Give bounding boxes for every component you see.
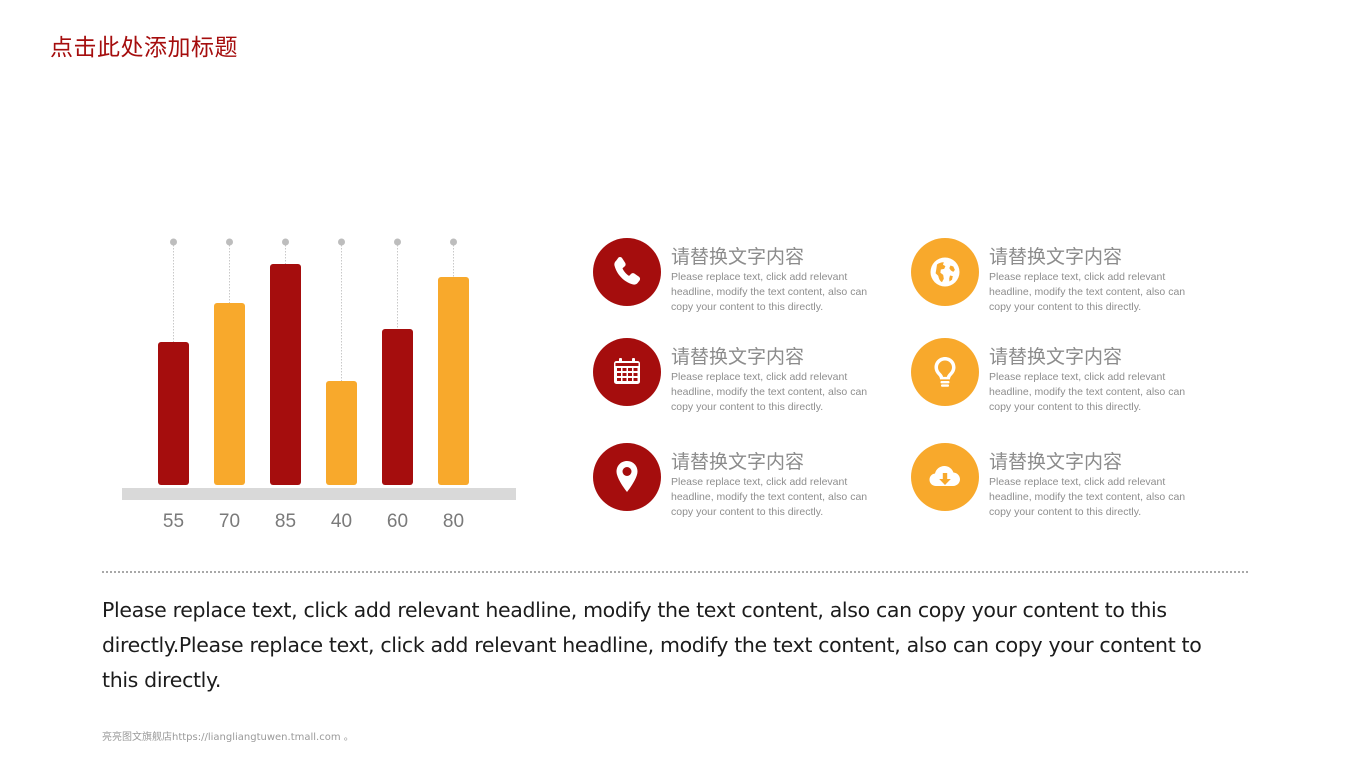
bar-40	[326, 381, 357, 485]
bar-guide-dot	[450, 238, 457, 246]
phone-icon	[614, 256, 641, 285]
bar-80	[438, 277, 469, 485]
chart-baseline	[122, 488, 516, 500]
feature-heading[interactable]: 请替换文字内容	[989, 246, 1123, 268]
bar-85	[270, 264, 301, 485]
slide-title[interactable]: 点击此处添加标题	[50, 35, 238, 61]
feature-heading[interactable]: 请替换文字内容	[671, 346, 805, 368]
feature-body[interactable]: Please replace text, click add relevant …	[671, 476, 868, 518]
bar-guide-dot	[338, 238, 345, 246]
bar-guide-dot	[170, 238, 177, 246]
feature-heading[interactable]: 请替换文字内容	[671, 246, 805, 268]
feature-item-globe: 请替换文字内容 Please replace text, click add r…	[911, 238, 1221, 318]
bar-label-80: 80	[443, 511, 464, 532]
bar-label-55: 55	[163, 511, 184, 532]
feature-heading[interactable]: 请替换文字内容	[989, 451, 1123, 473]
feature-heading[interactable]: 请替换文字内容	[671, 451, 805, 473]
bar-label-40: 40	[331, 511, 352, 532]
feature-heading[interactable]: 请替换文字内容	[989, 346, 1123, 368]
bar-label-70: 70	[219, 511, 240, 532]
feature-item-cloud-download: 请替换文字内容 Please replace text, click add r…	[911, 443, 1221, 523]
feature-body[interactable]: Please replace text, click add relevant …	[989, 371, 1186, 413]
feature-circle	[911, 338, 979, 406]
footer-credit: 亮亮图文旗舰店https://liangliangtuwen.tmall.com…	[102, 732, 354, 743]
cloud-download-icon	[929, 466, 960, 486]
feature-body[interactable]: Please replace text, click add relevant …	[671, 371, 868, 413]
bar-guide-dot	[394, 238, 401, 246]
feature-circle	[593, 443, 661, 511]
feature-body[interactable]: Please replace text, click add relevant …	[989, 271, 1186, 313]
feature-item-phone: 请替换文字内容 Please replace text, click add r…	[593, 238, 903, 318]
feature-body[interactable]: Please replace text, click add relevant …	[989, 476, 1186, 518]
dotted-divider	[102, 571, 1248, 573]
feature-item-location: 请替换文字内容 Please replace text, click add r…	[593, 443, 903, 523]
bar-guide-dot	[282, 238, 289, 246]
bar-label-85: 85	[275, 511, 296, 532]
lightbulb-icon	[934, 357, 956, 387]
feature-circle	[911, 238, 979, 306]
bar-guide-dot	[226, 238, 233, 246]
bar-chart: 55 70 85 40 60 80	[122, 238, 516, 532]
globe-icon	[930, 257, 960, 287]
bar-55	[158, 342, 189, 485]
body-paragraph[interactable]: Please replace text, click add relevant …	[102, 598, 1202, 692]
bar-70	[214, 303, 245, 485]
calendar-icon	[614, 358, 640, 384]
feature-body[interactable]: Please replace text, click add relevant …	[671, 271, 868, 313]
bar-label-60: 60	[387, 511, 408, 532]
feature-item-lightbulb: 请替换文字内容 Please replace text, click add r…	[911, 338, 1221, 418]
location-pin-icon	[616, 461, 638, 492]
feature-circle	[593, 338, 661, 406]
feature-circle	[593, 238, 661, 306]
feature-circle	[911, 443, 979, 511]
feature-item-calendar: 请替换文字内容 Please replace text, click add r…	[593, 338, 903, 418]
bar-60	[382, 329, 413, 485]
